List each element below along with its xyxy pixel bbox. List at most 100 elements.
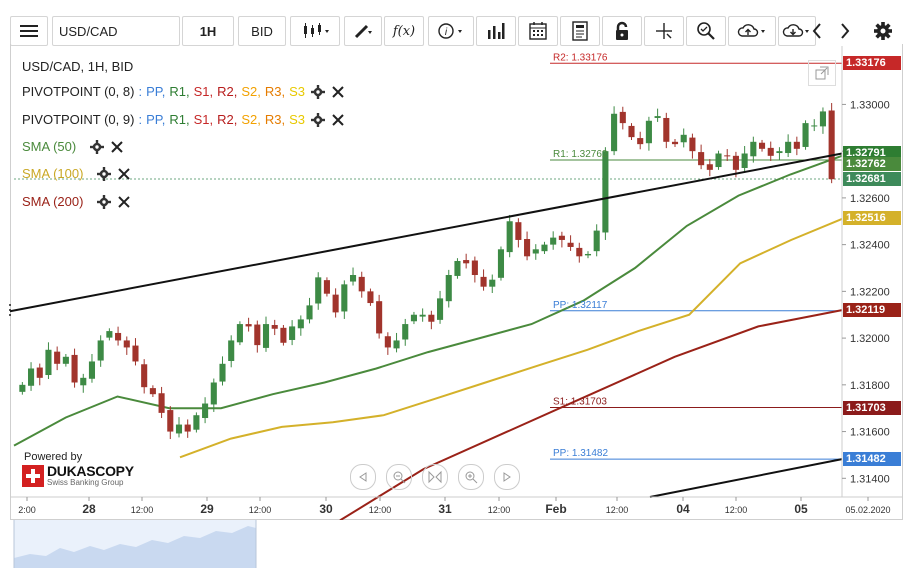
- candle-body: [732, 155, 739, 170]
- scroll-right-button[interactable]: [832, 16, 858, 46]
- navigator-area: [14, 526, 256, 568]
- navigator-strip[interactable]: [0, 520, 906, 570]
- candle-body: [123, 340, 130, 348]
- upload-button[interactable]: [728, 16, 776, 46]
- candle-body: [106, 331, 113, 338]
- candle-body: [558, 235, 565, 240]
- candle-body: [654, 116, 661, 118]
- bar-chart-icon: [488, 23, 505, 39]
- function-icon: f(x): [392, 23, 416, 39]
- sma-200-remove-button[interactable]: [117, 195, 131, 209]
- report-button[interactable]: [560, 16, 600, 46]
- y-tick-label: 1.32000: [850, 333, 890, 345]
- calendar-button[interactable]: [518, 16, 558, 46]
- nav-next-button[interactable]: [494, 464, 520, 490]
- candle-body: [567, 242, 574, 247]
- sma-200-settings-button[interactable]: [97, 194, 112, 209]
- candle-body: [115, 332, 122, 341]
- candle-body: [532, 249, 539, 254]
- trend-line-upper: [9, 152, 843, 313]
- x-tick-label: 12:00: [606, 505, 629, 515]
- chart-type-button[interactable]: [290, 16, 340, 46]
- legend-pivot-1: PIVOTPOINT (0, 8) : PP, R1, S1, R2, S2, R3, S3: [22, 84, 345, 99]
- scroll-left-button[interactable]: [804, 16, 830, 46]
- candle-body: [445, 275, 452, 302]
- candle-body: [202, 403, 209, 419]
- expand-icon: [815, 66, 829, 80]
- pivot-1-levels: PP, R1, S1, R2, S2, R3, S3: [142, 84, 305, 99]
- info-icon: i: [438, 23, 462, 39]
- sma-100-remove-button[interactable]: [117, 167, 131, 181]
- swiss-cross-icon: [22, 464, 44, 487]
- x-tick-label: 12:00: [725, 505, 748, 515]
- x-tick-label: 2:00: [18, 505, 36, 515]
- candle-body: [210, 382, 217, 405]
- pivot-1-name: PIVOTPOINT (0, 8): [22, 84, 135, 99]
- fullscreen-button[interactable]: [808, 60, 836, 86]
- pivot-1-settings-button[interactable]: [311, 84, 325, 99]
- candle-body: [384, 336, 391, 348]
- legend-sma-100: SMA (100): [22, 166, 131, 181]
- menu-icon: [20, 25, 38, 37]
- candle-body: [811, 125, 818, 127]
- pivot-level-label: R3,: [264, 112, 286, 127]
- crosshair-button[interactable]: [644, 16, 684, 46]
- price-tag: 1.32762: [843, 157, 901, 172]
- sma-50-remove-button[interactable]: [110, 140, 124, 154]
- side-select[interactable]: BID: [238, 16, 286, 46]
- price-tag: 1.32516: [843, 210, 901, 225]
- menu-button[interactable]: [10, 16, 48, 46]
- timeframe-select[interactable]: 1H: [182, 16, 234, 46]
- pivot-level-label: R2,: [217, 84, 238, 99]
- candle-body: [724, 155, 731, 157]
- candle-body: [19, 384, 26, 392]
- sma-50-settings-button[interactable]: [90, 139, 105, 154]
- candle-body: [158, 393, 165, 413]
- function-button[interactable]: f(x): [384, 16, 424, 46]
- brand-tagline: Swiss Banking Group: [47, 478, 124, 487]
- pivot-level-label: R1,: [169, 84, 190, 99]
- drag-handle[interactable]: [8, 302, 12, 318]
- candle-body: [619, 111, 626, 124]
- pivot-2-levels: PP, R1, S1, R2, S2, R3, S3: [142, 112, 305, 127]
- price-tag: 1.31703: [843, 400, 901, 415]
- fit-button[interactable]: [422, 464, 448, 490]
- info-button[interactable]: i: [428, 16, 474, 46]
- candle-body: [280, 327, 287, 343]
- lock-button[interactable]: [602, 16, 642, 46]
- candle-body: [663, 117, 670, 142]
- pivot-2-remove-button[interactable]: [331, 113, 345, 127]
- candle-body: [741, 153, 748, 168]
- fit-icon: [428, 470, 442, 484]
- pivot-level-label: S1,: [193, 112, 214, 127]
- indicators-button[interactable]: [476, 16, 516, 46]
- nav-prev-button[interactable]: [350, 464, 376, 490]
- zoom-icon: [697, 22, 715, 40]
- candle-body: [28, 368, 35, 386]
- settings-button[interactable]: [868, 16, 898, 46]
- zoom-out-icon: [393, 471, 406, 484]
- y-tick-label: 1.31800: [850, 380, 890, 392]
- zoom-out-button[interactable]: [386, 464, 412, 490]
- candle-body: [541, 244, 548, 252]
- close-icon: [111, 140, 123, 153]
- symbol-select[interactable]: USD/CAD: [52, 16, 180, 46]
- x-tick-label: Feb: [545, 502, 566, 516]
- zoom-in-button[interactable]: [458, 464, 484, 490]
- draw-tool-button[interactable]: [344, 16, 382, 46]
- zoom-button[interactable]: [686, 16, 726, 46]
- download-button[interactable]: [778, 16, 816, 46]
- candle-body: [141, 364, 148, 388]
- gear-icon: [97, 166, 112, 181]
- pivot-2-settings-button[interactable]: [311, 112, 325, 127]
- candle-body: [584, 253, 592, 256]
- price-tag: 1.33176: [843, 56, 901, 71]
- pivot-1-remove-button[interactable]: [331, 85, 345, 99]
- candle-body: [680, 134, 687, 143]
- timeframe-label: 1H: [199, 23, 217, 39]
- candle-body: [219, 363, 226, 382]
- candle-body: [80, 377, 87, 386]
- gear-icon: [311, 112, 325, 127]
- sma-100-settings-button[interactable]: [97, 166, 112, 181]
